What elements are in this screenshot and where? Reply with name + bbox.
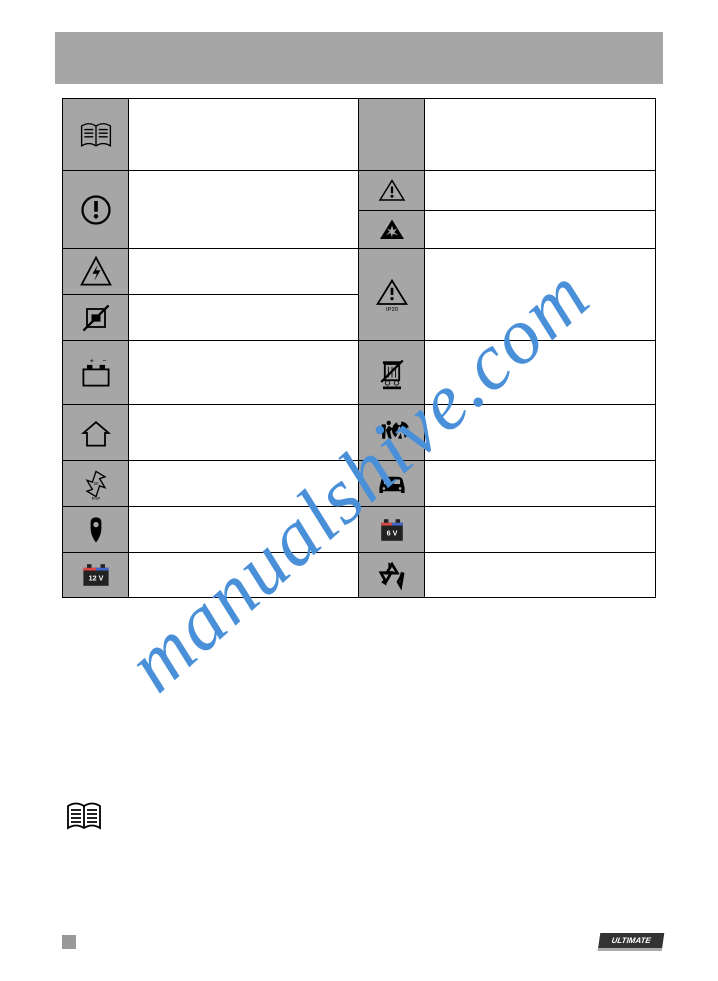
brand-logo: ULTIMATE (598, 933, 665, 951)
svg-text:12 V: 12 V (88, 573, 103, 582)
row-manual (63, 99, 358, 171)
row-recycle (359, 553, 655, 597)
ip20-icon: IP20 (359, 249, 425, 340)
motorcycle-desc (129, 507, 358, 552)
tidyman-desc (425, 405, 655, 460)
car-icon (359, 461, 425, 506)
recycle-icon (359, 553, 425, 597)
footer-marker (62, 935, 76, 949)
no-cover-icon (63, 295, 129, 340)
no-cover-desc (129, 295, 358, 340)
svg-text:PAP: PAP (91, 496, 100, 501)
car-desc (425, 461, 655, 506)
battery-terminals-icon: +− (63, 341, 129, 404)
svg-text:−: − (102, 356, 106, 365)
table-left-column: +− 20 PAP 12 V (63, 99, 359, 597)
svg-text:20: 20 (93, 480, 99, 485)
battery-terminals-desc (129, 341, 358, 404)
svg-text:IP20: IP20 (385, 307, 398, 313)
row-no-cover (63, 295, 358, 341)
tidyman-icon (359, 405, 425, 460)
attention-icon (63, 171, 129, 248)
row-blank (359, 99, 655, 171)
pap20-icon: 20 PAP (63, 461, 129, 506)
pap20-desc (129, 461, 358, 506)
warning-triangle-desc (425, 171, 655, 210)
row-ip20: IP20 (359, 249, 655, 341)
row-indoor (63, 405, 358, 461)
table-right-column: IP20 6 (359, 99, 655, 597)
blank-icon (359, 99, 425, 170)
battery-12v-desc (129, 553, 358, 597)
row-explosion (359, 211, 655, 249)
row-warning-triangle (359, 171, 655, 211)
indoor-desc (129, 405, 358, 460)
row-no-bin (359, 341, 655, 405)
explosion-icon (359, 211, 425, 248)
battery-6v-desc (425, 507, 655, 552)
svg-text:+: + (89, 356, 93, 365)
attention-desc (129, 171, 358, 248)
indoor-icon (63, 405, 129, 460)
warning-triangle-icon (359, 171, 425, 210)
row-battery-6v: 6 V (359, 507, 655, 553)
row-motorcycle (63, 507, 358, 553)
page-footer: ULTIMATE (62, 931, 663, 953)
section-manual-icon (62, 796, 106, 836)
no-bin-icon (359, 341, 425, 404)
ip20-desc (425, 249, 655, 340)
row-car (359, 461, 655, 507)
row-voltage (63, 249, 358, 295)
recycle-desc (425, 553, 655, 597)
manual-desc (129, 99, 358, 170)
motorcycle-icon (63, 507, 129, 552)
row-attention (63, 171, 358, 249)
voltage-desc (129, 249, 358, 294)
voltage-icon (63, 249, 129, 294)
no-bin-desc (425, 341, 655, 404)
manual-icon (63, 99, 129, 170)
battery-6v-icon: 6 V (359, 507, 425, 552)
header-bar (55, 32, 663, 84)
row-pap20: 20 PAP (63, 461, 358, 507)
blank-desc (425, 99, 655, 170)
row-tidyman (359, 405, 655, 461)
row-battery-12v: 12 V (63, 553, 358, 597)
symbols-table: +− 20 PAP 12 V (62, 98, 656, 598)
explosion-desc (425, 211, 655, 248)
svg-text:6 V: 6 V (386, 528, 397, 537)
row-battery-terminals: +− (63, 341, 358, 405)
battery-12v-icon: 12 V (63, 553, 129, 597)
